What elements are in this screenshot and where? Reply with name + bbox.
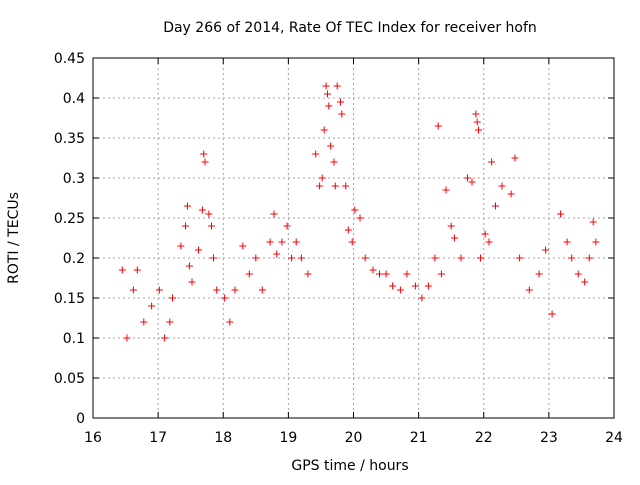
grid-lines [93, 58, 614, 418]
y-tick-label: 0.15 [54, 291, 85, 307]
x-tick-label: 16 [84, 430, 102, 446]
plot-frame [92, 57, 615, 419]
x-tick-label: 17 [149, 430, 167, 446]
x-tick-label: 22 [475, 430, 493, 446]
y-tick-label: 0.1 [63, 331, 85, 347]
y-tick-label: 0.05 [54, 371, 85, 387]
y-tick-label: 0.25 [54, 211, 85, 227]
y-tick-label: 0.4 [63, 91, 85, 107]
x-tick-label: 24 [605, 430, 623, 446]
x-tick-label: 21 [410, 430, 428, 446]
x-tick-label: 20 [345, 430, 363, 446]
tick-labels: 16 17 18 19 20 21 22 23 24 0 0.05 0.1 0.15 0.2 0.25 0.3… [54, 51, 623, 446]
x-tick-label: 19 [279, 430, 297, 446]
data-point-markers [118, 82, 600, 342]
y-axis-label: ROTI / TECUs [6, 192, 22, 284]
chart-title: Day 266 of 2014, Rate Of TEC Index for r… [163, 20, 537, 36]
y-tick-label: 0.3 [63, 171, 85, 187]
y-tick-label: 0 [76, 411, 85, 427]
data-series [118, 82, 600, 342]
y-tick-label: 0.35 [54, 131, 85, 147]
x-tick-label: 18 [214, 430, 232, 446]
y-tick-label: 0.2 [63, 251, 85, 267]
series-roti [118, 82, 600, 342]
x-tick-label: 23 [540, 430, 558, 446]
y-tick-label: 0.45 [54, 51, 85, 67]
x-axis-label: GPS time / hours [291, 458, 408, 474]
